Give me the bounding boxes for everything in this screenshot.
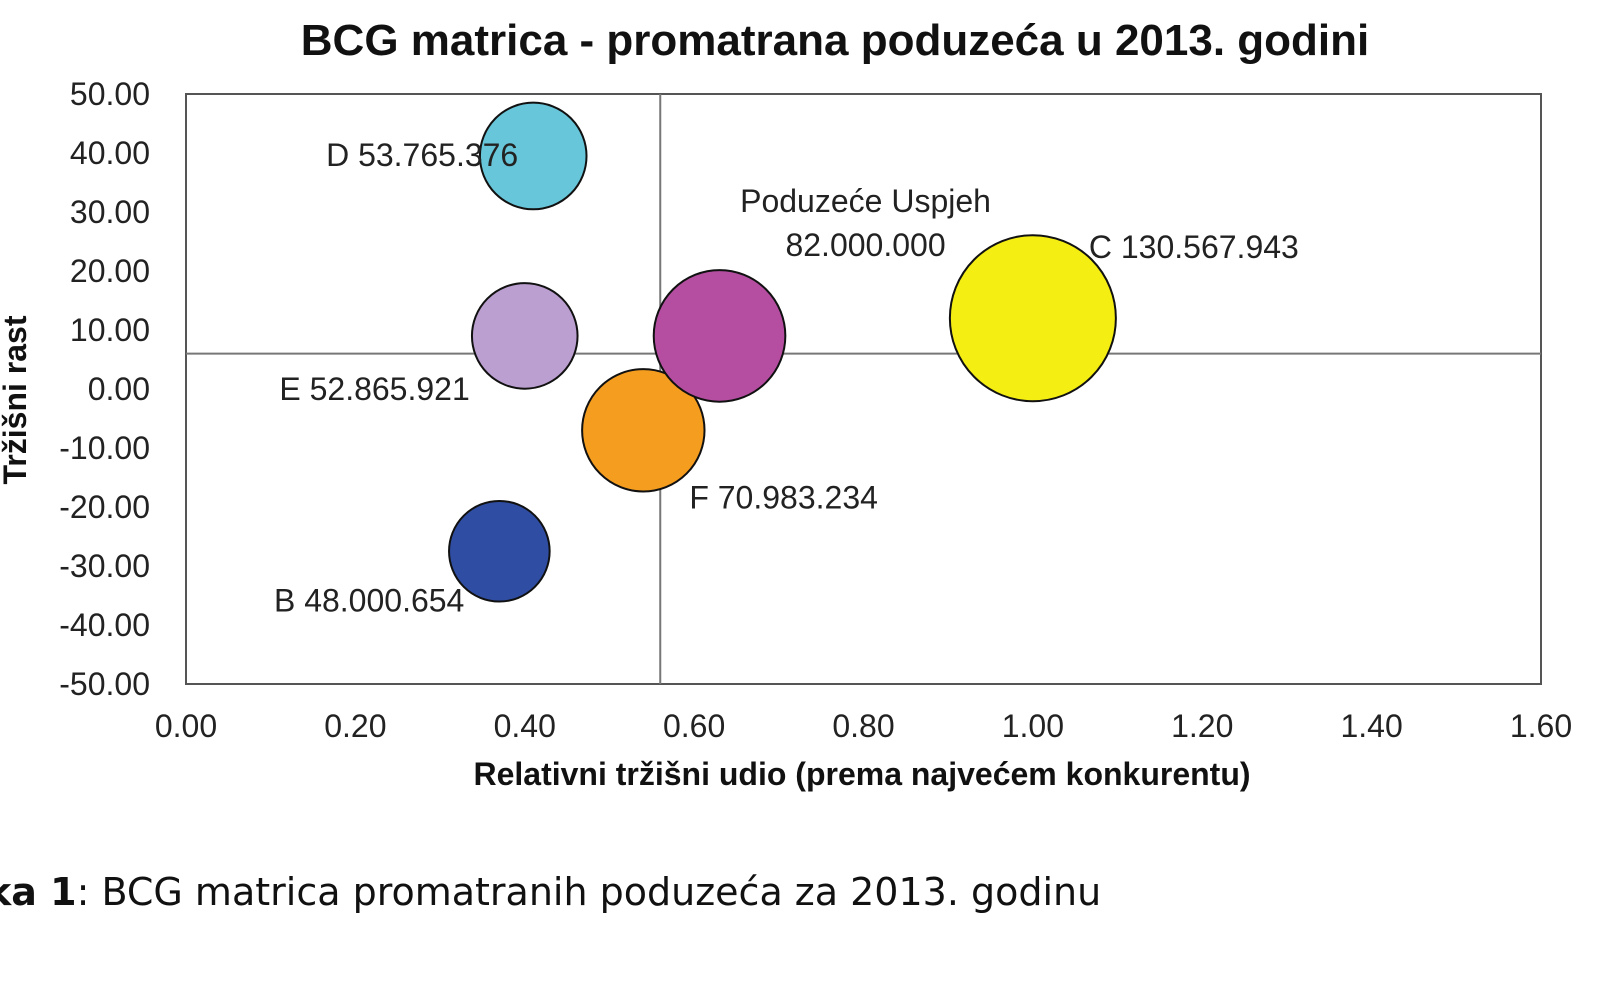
x-axis-ticks: 0.00 0.20 0.40 0.60 0.80 1.00 1.20 1.40 1.60 [155,708,1572,744]
bubble-uspjeh [652,269,787,403]
x-tick-label: 1.60 [1510,708,1572,744]
x-tick-label: 0.20 [324,708,386,744]
bubbles [448,101,1117,603]
bubble-b [448,499,551,603]
bubble-f [581,368,706,493]
y-tick-label: -40.00 [59,607,150,643]
y-tick-label: 0.00 [88,371,150,407]
bubble-d [478,101,588,211]
bubble-labels: D 53.765.376 E 52.865.921 B 48.000.654 F 70… [274,137,1299,618]
x-tick-label: 0.40 [494,708,556,744]
x-axis-label: Relativni tržišni udio (prema najvećem k… [473,756,1250,792]
y-tick-label: 50.00 [70,76,150,112]
y-tick-label: -20.00 [59,489,150,525]
bubble-label-d: D 53.765.376 [326,137,518,173]
chart-title: BCG matrica - promatrana poduzeća u 2013… [301,16,1369,65]
y-tick-label: -10.00 [59,430,150,466]
y-tick-label: -30.00 [59,548,150,584]
caption-prefix: ka 1 [0,870,77,914]
x-tick-label: 1.20 [1171,708,1233,744]
bubble-c [948,234,1117,403]
bubble-label-uspjeh: Poduzeće Uspjeh [740,183,991,219]
y-tick-label: 10.00 [70,312,150,348]
bubble-e [470,282,579,390]
x-tick-label: 1.40 [1340,708,1402,744]
caption-text: : BCG matrica promatranih poduzeća za 20… [76,870,1102,914]
figure-caption: ka 1: BCG matrica promatranih poduzeća z… [0,870,1101,914]
y-tick-label: 40.00 [70,135,150,171]
y-tick-label: 20.00 [70,253,150,289]
x-tick-label: 1.00 [1002,708,1064,744]
y-tick-label: -50.00 [59,666,150,702]
y-axis-label: Tržišni rast [0,315,33,484]
bubble-label-e: E 52.865.921 [279,371,469,407]
y-tick-label: 30.00 [70,194,150,230]
plot-area-frame [185,93,1542,685]
bubble-label-uspjeh-value: 82.000.000 [785,227,945,263]
bubble-label-c: C 130.567.943 [1089,229,1299,265]
bubble-label-f: F 70.983.234 [689,479,878,515]
x-tick-label: 0.60 [663,708,725,744]
x-tick-label: 0.00 [155,708,217,744]
y-axis-ticks: 50.00 40.00 30.00 20.00 10.00 0.00 -10.00 -20.0… [59,76,150,702]
bubble-label-b: B 48.000.654 [274,582,464,618]
x-tick-label: 0.80 [832,708,894,744]
